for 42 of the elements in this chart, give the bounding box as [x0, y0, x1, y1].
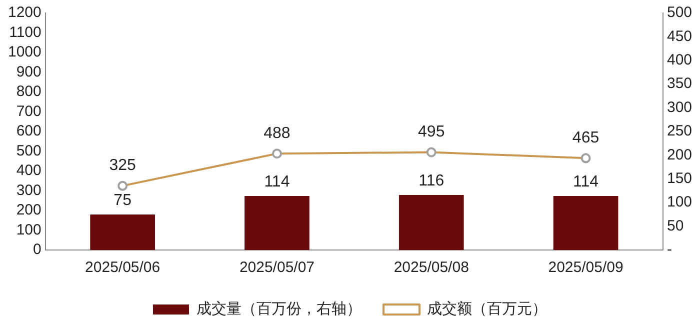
data-label: 116	[418, 172, 444, 190]
y2-tick-label: 500	[666, 4, 692, 22]
y-tick-label: 300	[16, 182, 42, 199]
bar	[244, 196, 310, 250]
y2-tick-label: 200	[666, 146, 692, 164]
y-tick-label: 0	[33, 241, 42, 258]
data-label: 488	[264, 125, 290, 142]
x-tick-label: 2025/05/08	[394, 259, 469, 276]
y2-tick-label: -	[666, 241, 672, 258]
y-tick-label: 100	[16, 221, 42, 238]
data-label: 495	[418, 124, 445, 141]
data-label: 465	[572, 130, 600, 147]
data-label: 114	[264, 173, 290, 190]
y-tick-label: 900	[16, 63, 42, 80]
data-label: 75	[114, 192, 132, 209]
y-tick-label: 1200	[8, 4, 42, 22]
y-tick-label: 700	[16, 102, 42, 120]
x-tick-label: 2025/05/09	[548, 259, 624, 276]
data-label: 114	[573, 173, 599, 190]
bar	[90, 214, 155, 250]
y2-tick-label: 300	[666, 98, 692, 116]
legend-label: 成交额（百万元）	[427, 300, 547, 318]
y-tick-label: 1000	[8, 44, 42, 61]
y-tick-label: 200	[16, 202, 42, 219]
y2-tick-label: 400	[666, 52, 692, 69]
y-tick-label: 400	[16, 162, 42, 180]
x-tick-label: 2025/05/06	[85, 259, 160, 276]
y2-tick-label: 150	[666, 170, 692, 188]
y-tick-label: 500	[16, 142, 42, 160]
y-tick-label: 800	[16, 83, 42, 100]
bar	[553, 196, 618, 250]
bar	[398, 195, 464, 250]
y2-tick-label: 100	[666, 194, 692, 211]
x-tick-label: 2025/05/07	[239, 259, 315, 276]
y2-tick-label: 350	[666, 75, 692, 92]
y2-tick-label: 450	[666, 28, 692, 45]
y2-tick-label: 50	[666, 217, 684, 234]
legend-label: 成交量（百万份，右轴）	[196, 300, 362, 318]
y-tick-label: 600	[16, 122, 42, 140]
y2-tick-label: 250	[666, 122, 692, 140]
y-tick-label: 1100	[9, 24, 42, 41]
data-label: 325	[109, 157, 136, 174]
